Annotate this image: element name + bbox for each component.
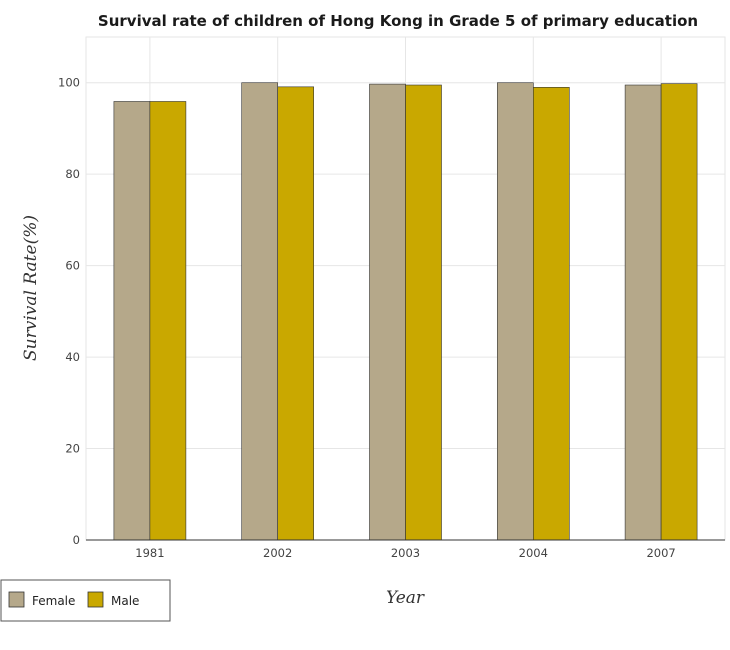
legend-box (0, 579, 171, 622)
x-tick-label: 2003 (391, 546, 420, 560)
y-tick-label: 40 (65, 350, 80, 364)
x-tick-label: 2004 (519, 546, 548, 560)
legend-swatch-male (87, 591, 104, 608)
legend-swatch-female (8, 591, 25, 608)
bar-male-2004 (532, 87, 570, 541)
y-axis-title: Survival Rate(%) (21, 215, 41, 361)
y-tick-label: 100 (58, 76, 80, 90)
x-axis-title: Year (386, 588, 425, 608)
x-tick-label: 1981 (135, 546, 164, 560)
chart-title: Survival rate of children of Hong Kong i… (98, 12, 698, 30)
bar-male-2007 (660, 83, 698, 541)
y-tick-label: 20 (65, 442, 80, 456)
bar-male-1981 (149, 101, 187, 541)
y-axis-ticks: 0 20 40 60 80 100 (58, 76, 80, 547)
bars (113, 82, 698, 541)
bar-female-2003 (369, 83, 406, 541)
bar-male-2003 (405, 84, 442, 541)
bar-male-2002 (277, 86, 315, 541)
legend: Female Male (0, 579, 171, 622)
bar-female-2002 (241, 82, 278, 541)
x-tick-label: 2007 (646, 546, 675, 560)
y-tick-label: 80 (65, 167, 80, 181)
legend-label-male: Male (111, 594, 139, 608)
x-axis-ticks: 1981 2002 2003 2004 2007 (135, 546, 675, 560)
bar-female-2004 (496, 82, 534, 541)
y-tick-label: 60 (65, 259, 80, 273)
y-tick-label: 0 (73, 533, 80, 547)
bar-female-2007 (624, 84, 662, 541)
x-tick-label: 2002 (263, 546, 292, 560)
bar-female-1981 (113, 101, 151, 541)
legend-label-female: Female (32, 594, 75, 608)
